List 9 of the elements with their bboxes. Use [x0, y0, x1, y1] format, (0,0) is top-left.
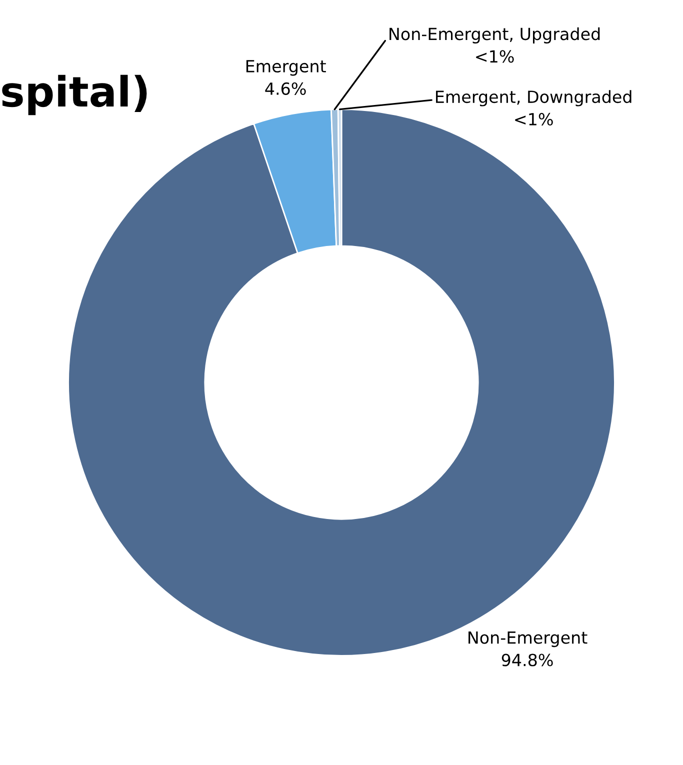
- data-label: <1%: [515, 112, 553, 126]
- data-label: <1%: [476, 50, 514, 63]
- slice-label: Emergent: [246, 60, 326, 76]
- slice-label: Emergent, Downgraded: [436, 90, 632, 106]
- slice-label: Non-Emergent, Upgraded: [390, 27, 600, 44]
- data-label: 94.8%: [502, 654, 553, 666]
- text: spital): [2, 74, 147, 116]
- data-label: 4.6%: [265, 82, 306, 95]
- slice-label: Non-Emergent: [468, 631, 588, 648]
